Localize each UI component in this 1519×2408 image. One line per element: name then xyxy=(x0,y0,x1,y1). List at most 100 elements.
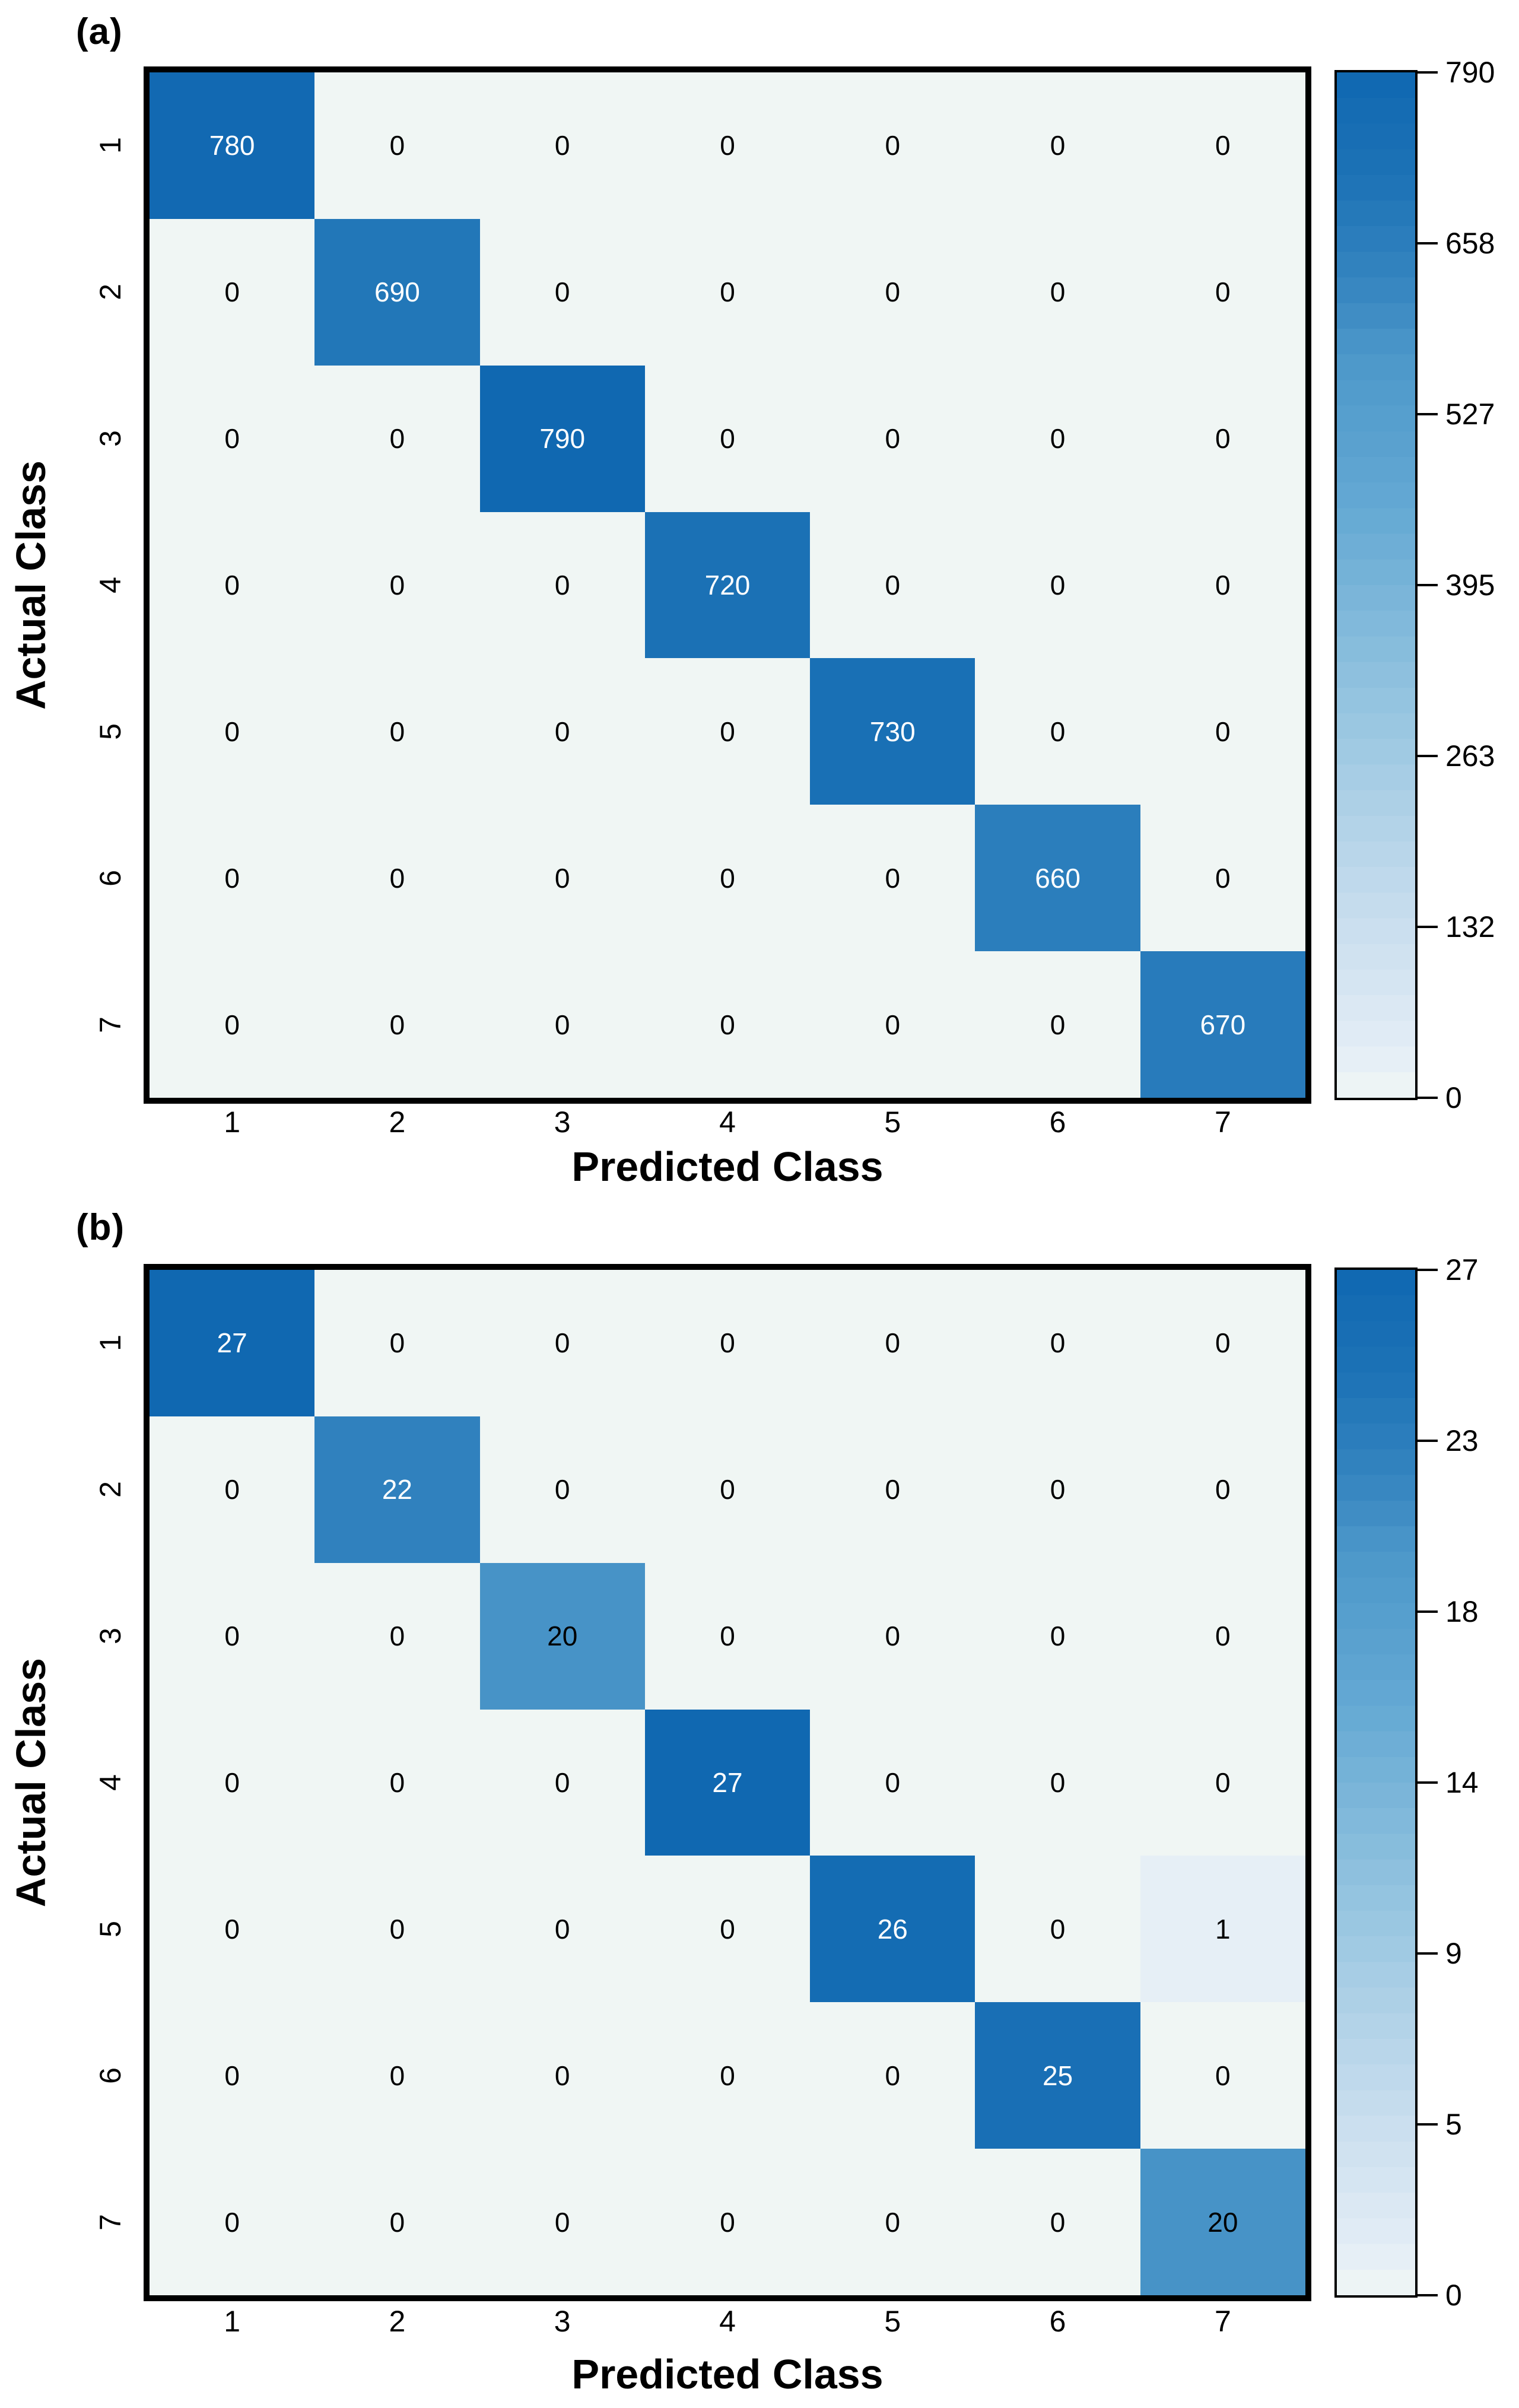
matrix-cell: 0 xyxy=(975,1416,1140,1563)
matrix-cell: 0 xyxy=(150,2002,315,2149)
colorbar-tick xyxy=(1415,1952,1438,1955)
matrix-cell: 0 xyxy=(810,512,975,659)
matrix-cell: 0 xyxy=(479,2002,645,2149)
colorbar-tick xyxy=(1415,926,1438,928)
matrix-cell: 0 xyxy=(1140,218,1305,366)
colorbar-tick-label: 395 xyxy=(1445,568,1495,602)
x-tick-label: 4 xyxy=(719,2305,736,2338)
matrix-cell: 0 xyxy=(314,72,480,219)
y-tick-label: 5 xyxy=(94,1920,127,1937)
y-tick-label: 7 xyxy=(94,2213,127,2231)
matrix-cell: 0 xyxy=(479,951,645,1098)
matrix-cell: 0 xyxy=(975,1562,1140,1710)
x-tick-label: 6 xyxy=(1049,2305,1066,2338)
matrix-cell: 0 xyxy=(975,1270,1140,1416)
matrix-cell: 0 xyxy=(810,365,975,512)
confusion-matrix-b: 27 0 0 0 0 0 0 0 22 0 0 0 0 0 0 0 20 0 0 0 0 0 0 0 27 0 0 0 0 0 0 0 26 0 1… xyxy=(144,1264,1311,2301)
colorbar-tick xyxy=(1415,71,1438,74)
colorbar-tick-label: 27 xyxy=(1445,1253,1479,1286)
matrix-cell: 0 xyxy=(1140,1270,1305,1416)
colorbar-tick-label: 9 xyxy=(1445,1937,1462,1970)
matrix-cell: 27 xyxy=(150,1270,315,1416)
matrix-cell: 0 xyxy=(975,1709,1140,1856)
colorbar-tick-label: 527 xyxy=(1445,398,1495,431)
matrix-cell: 25 xyxy=(975,2002,1140,2149)
matrix-cell: 0 xyxy=(644,2002,811,2149)
matrix-cell: 0 xyxy=(314,2002,480,2149)
y-tick-label: 5 xyxy=(94,723,127,740)
matrix-cell: 0 xyxy=(150,658,315,805)
matrix-cell: 0 xyxy=(975,72,1140,219)
colorbar-tick xyxy=(1415,413,1438,415)
x-axis-title-a: Predicted Class xyxy=(571,1143,884,1190)
colorbar-tick-label: 0 xyxy=(1445,1081,1462,1114)
matrix-cell: 0 xyxy=(150,1856,315,2003)
confusion-matrix-a: 780 0 0 0 0 0 0 0 690 0 0 0 0 0 0 0 790 0 0 0 0 0 0 0 720 0 0 0 0 0 0 0… xyxy=(144,66,1311,1104)
matrix-cell: 0 xyxy=(479,218,645,366)
y-tick-label: 6 xyxy=(94,869,127,887)
matrix-cell: 0 xyxy=(644,218,811,366)
matrix-cell: 730 xyxy=(810,658,975,805)
x-tick-label: 7 xyxy=(1214,2305,1231,2338)
matrix-cell: 670 xyxy=(1140,951,1305,1098)
colorbar-tick-label: 5 xyxy=(1445,2108,1462,2141)
matrix-cell: 0 xyxy=(644,365,811,512)
x-tick-label: 2 xyxy=(389,2305,406,2338)
matrix-cell: 27 xyxy=(644,1709,811,1856)
matrix-cell: 0 xyxy=(314,1270,480,1416)
matrix-cell: 780 xyxy=(150,72,315,219)
matrix-cell: 0 xyxy=(150,805,315,952)
x-tick-label: 7 xyxy=(1214,1105,1231,1139)
matrix-cell: 660 xyxy=(975,805,1140,952)
matrix-cell: 0 xyxy=(479,1856,645,2003)
colorbar-tick-label: 263 xyxy=(1445,739,1495,773)
matrix-cell: 0 xyxy=(1140,365,1305,512)
matrix-cell: 0 xyxy=(644,2149,811,2295)
colorbar-tick xyxy=(1415,1097,1438,1099)
matrix-cell: 0 xyxy=(644,951,811,1098)
y-tick-label: 1 xyxy=(94,1335,127,1352)
y-tick-label: 2 xyxy=(94,1481,127,1498)
x-tick-label: 5 xyxy=(884,2305,901,2338)
y-tick-label: 3 xyxy=(94,1628,127,1645)
matrix-cell: 0 xyxy=(810,218,975,366)
matrix-cell: 0 xyxy=(150,2149,315,2295)
matrix-cell: 0 xyxy=(314,1856,480,2003)
colorbar-tick-label: 18 xyxy=(1445,1595,1479,1628)
matrix-cell: 0 xyxy=(810,2149,975,2295)
matrix-cell: 0 xyxy=(150,512,315,659)
x-tick-label: 4 xyxy=(719,1105,736,1139)
colorbar-tick xyxy=(1415,1610,1438,1613)
matrix-cell: 0 xyxy=(975,365,1140,512)
matrix-cell: 0 xyxy=(975,512,1140,659)
matrix-cell: 0 xyxy=(810,2002,975,2149)
matrix-cell: 0 xyxy=(644,1856,811,2003)
matrix-cell: 0 xyxy=(314,365,480,512)
y-axis-title-b: Actual Class xyxy=(8,1657,54,1908)
colorbar-tick xyxy=(1415,242,1438,244)
x-tick-label: 2 xyxy=(389,1105,406,1139)
matrix-cell: 0 xyxy=(1140,1416,1305,1563)
matrix-cell: 0 xyxy=(150,1562,315,1710)
x-tick-label: 3 xyxy=(554,1105,571,1139)
colorbar-tick-label: 0 xyxy=(1445,2279,1462,2312)
colorbar-tick-label: 132 xyxy=(1445,910,1495,943)
matrix-cell: 0 xyxy=(1140,72,1305,219)
matrix-cell: 0 xyxy=(810,951,975,1098)
matrix-cell: 0 xyxy=(644,658,811,805)
matrix-cell: 0 xyxy=(810,1709,975,1856)
matrix-cell: 26 xyxy=(810,1856,975,2003)
matrix-cell: 0 xyxy=(479,2149,645,2295)
matrix-cell: 0 xyxy=(479,1270,645,1416)
matrix-cell: 0 xyxy=(1140,1709,1305,1856)
matrix-cell: 0 xyxy=(644,1562,811,1710)
matrix-cell: 0 xyxy=(810,1270,975,1416)
matrix-cell: 0 xyxy=(479,512,645,659)
matrix-cell: 0 xyxy=(975,658,1140,805)
matrix-cell: 0 xyxy=(479,1416,645,1563)
matrix-cell: 790 xyxy=(479,365,645,512)
matrix-cell: 0 xyxy=(975,1856,1140,2003)
colorbar-tick xyxy=(1415,1269,1438,1271)
colorbar-tick xyxy=(1415,2123,1438,2126)
